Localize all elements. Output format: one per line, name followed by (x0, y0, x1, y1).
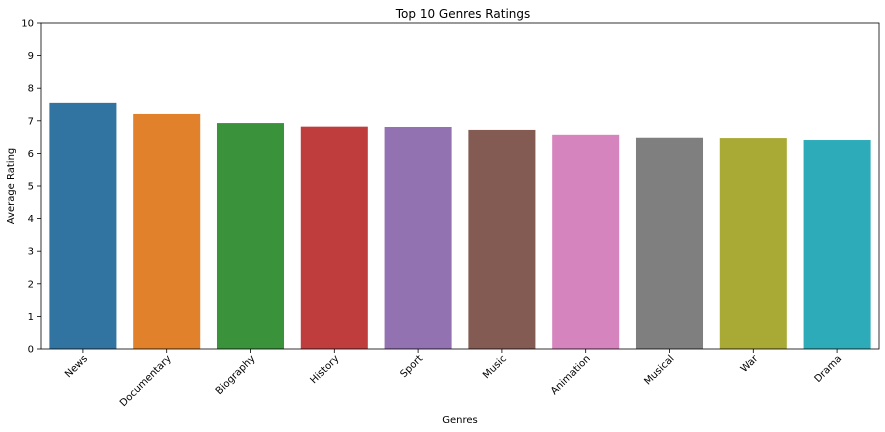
bar-drama (803, 140, 871, 349)
y-tick-label: 10 (21, 19, 34, 30)
bar-history (300, 126, 368, 349)
x-tick-label: War (739, 353, 761, 375)
y-axis: 0 1 2 3 4 5 6 7 8 9 10 (21, 19, 41, 356)
bar-sport (384, 126, 452, 350)
x-axis: News Documentary Biography History Sport Musi… (63, 349, 844, 409)
bar-biography (216, 123, 285, 349)
x-tick-label: Drama (813, 353, 845, 385)
bar-documentary (133, 113, 201, 349)
bar-musical (635, 137, 704, 349)
y-tick-label: 6 (28, 149, 34, 160)
x-tick-label: News (63, 353, 90, 380)
x-tick-label: Documentary (118, 353, 174, 409)
y-tick-label: 0 (28, 345, 34, 356)
x-tick-label: Music (481, 353, 509, 381)
y-tick-label: 9 (28, 51, 34, 62)
x-tick-label: Musical (642, 353, 676, 387)
bars-layer (49, 102, 871, 350)
y-tick-label: 1 (28, 312, 34, 323)
x-tick-label: History (308, 353, 341, 386)
bar-music (468, 129, 536, 349)
x-tick-label: Biography (214, 353, 258, 397)
plot-frame (40, 22, 880, 350)
y-axis-label: Average Rating (6, 148, 17, 224)
y-tick-label: 2 (28, 279, 34, 290)
bar-animation (552, 134, 620, 349)
x-axis-label: Genres (442, 415, 478, 426)
y-tick-label: 7 (28, 116, 34, 127)
y-tick-label: 4 (28, 214, 34, 225)
bar-war (719, 138, 787, 349)
y-tick-label: 3 (28, 247, 34, 258)
y-tick-label: 8 (28, 84, 34, 95)
bar-news (49, 102, 117, 350)
y-tick-label: 5 (28, 182, 34, 193)
chart-title: Top 10 Genres Ratings (395, 7, 531, 21)
x-tick-label: Animation (549, 353, 593, 397)
x-tick-label: Sport (398, 353, 425, 380)
